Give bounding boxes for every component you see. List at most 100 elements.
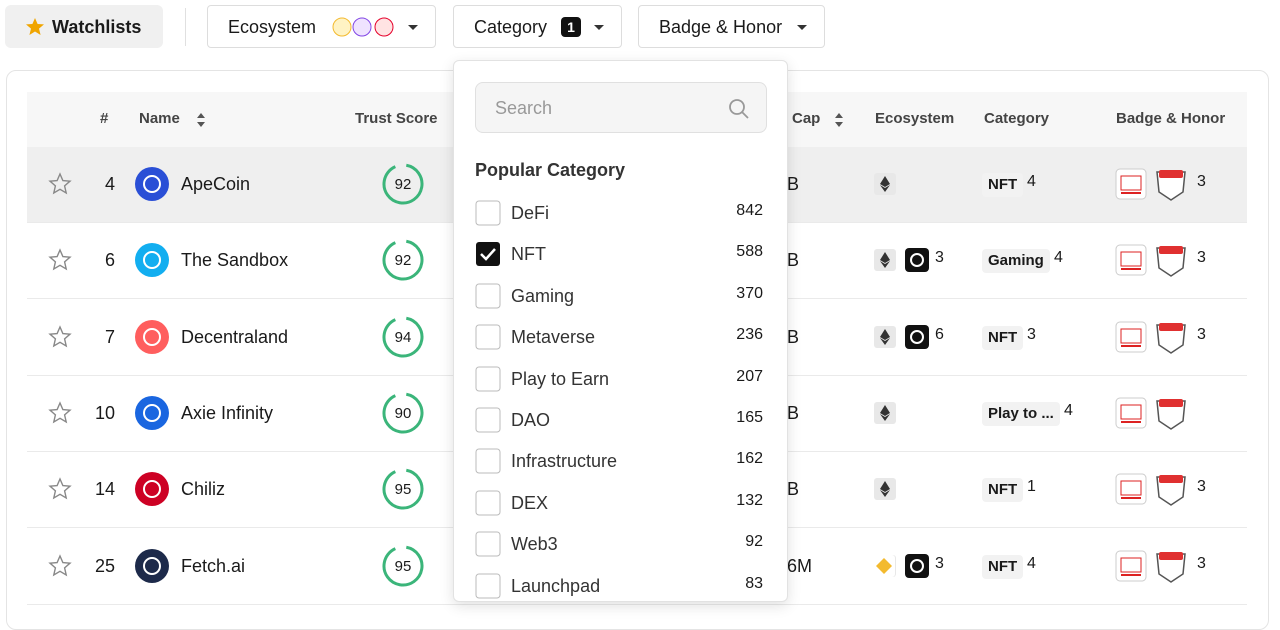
coin-name: Decentraland xyxy=(181,326,289,347)
coin-name: Fetch.ai xyxy=(181,555,246,576)
badge-count pill: 3 xyxy=(1197,478,1206,496)
option-count pill: 92 xyxy=(745,533,763,551)
rank: 10 xyxy=(94,402,115,423)
category-option[interactable]: DAO 165 xyxy=(454,405,787,435)
option-count pill: 370 xyxy=(736,284,763,302)
column-header: Name xyxy=(139,110,180,127)
badge-chart xyxy=(1115,397,1147,429)
category-option[interactable]: DEX 132 xyxy=(454,488,787,518)
category-tag: NFT xyxy=(982,478,1024,503)
ecosystem-count pill: 3 xyxy=(935,249,944,267)
star-toggle xyxy=(48,172,72,195)
column-header: Category xyxy=(984,110,1050,127)
watchlists-button[interactable]: Watchlists xyxy=(5,5,163,48)
trust-ring xyxy=(382,545,424,586)
category-tag: NFT xyxy=(982,173,1024,197)
badge-top xyxy=(1156,475,1186,507)
option-label: DEX xyxy=(511,492,549,513)
category-option[interactable]: Infrastructure 162 xyxy=(454,446,787,476)
filter-label: Category xyxy=(474,17,548,37)
filter-label: Ecosystem xyxy=(228,17,317,37)
category-tag: Gaming xyxy=(982,249,1050,274)
trust-score: 95 xyxy=(394,557,412,575)
trust-ring xyxy=(382,316,424,358)
coin-avatar xyxy=(135,395,169,430)
rank: 14 xyxy=(94,479,115,500)
search-icon xyxy=(729,99,749,119)
filter-button[interactable]: Ecosystem xyxy=(207,5,436,48)
category-option[interactable]: DeFi 842 xyxy=(454,198,787,228)
column-header: Badge & Honor xyxy=(1116,110,1226,127)
checkbox xyxy=(475,448,501,474)
sort-icon xyxy=(197,113,205,127)
coin-avatar xyxy=(135,319,169,354)
chevron xyxy=(797,25,807,30)
rank: 6 xyxy=(104,250,115,271)
option-count pill: 83 xyxy=(745,574,763,592)
option-count pill: 162 xyxy=(736,450,763,468)
category-option[interactable]: Web3 92 xyxy=(454,529,787,559)
table-row[interactable]: 25 Fetch.ai 95 6M 3 NFT 4 3 xyxy=(27,529,1247,605)
checkbox xyxy=(476,242,500,267)
badge-top xyxy=(1156,398,1186,430)
option-label: Play to Earn xyxy=(511,368,610,389)
checkbox xyxy=(475,324,501,350)
option-label: Gaming xyxy=(511,285,575,306)
coin-name: The Sandbox xyxy=(181,250,289,271)
category-option[interactable]: Metaverse 236 xyxy=(454,322,787,352)
chain-icon xyxy=(905,553,929,578)
badge-chart xyxy=(1115,473,1147,505)
section-heading: Popular Category xyxy=(475,160,626,180)
filter-button[interactable]: Category 1 xyxy=(453,5,622,48)
coin-avatar xyxy=(135,167,169,201)
eth-icon xyxy=(874,249,896,272)
rank: 4 xyxy=(104,174,115,194)
option-count pill: 842 xyxy=(736,202,763,219)
trust-score: 92 xyxy=(394,252,412,270)
category-tag: NFT xyxy=(982,325,1024,350)
search-input[interactable]: Search xyxy=(475,82,767,133)
column-header: Ecosystem xyxy=(875,110,955,127)
category-option[interactable]: Gaming 370 xyxy=(454,281,787,311)
screen: Watchlists Ecosystem Category 1 Badge & Hono… xyxy=(5,5,1269,630)
sort-icon xyxy=(835,113,843,127)
chevron xyxy=(594,25,604,30)
filter-button[interactable]: Badge & Honor xyxy=(638,5,825,48)
market-cap: B xyxy=(787,402,800,423)
badge-count pill: 3 xyxy=(1197,173,1206,190)
market-cap: B xyxy=(787,479,800,500)
trust-score: 95 xyxy=(394,481,412,499)
option-label: Infrastructure xyxy=(511,451,618,472)
coin-avatar xyxy=(135,548,169,583)
star-toggle xyxy=(48,553,72,576)
checkbox xyxy=(475,283,501,309)
trust-ring xyxy=(382,239,424,281)
badge-chart xyxy=(1115,321,1147,353)
ecosystem-count pill: 6 xyxy=(935,325,944,343)
badge-count pill: 3 xyxy=(1197,325,1206,343)
trust-score: 94 xyxy=(394,328,412,346)
trust-ring xyxy=(382,392,424,434)
column-header: Trust Score xyxy=(355,110,438,127)
option-label: NFT xyxy=(511,244,546,265)
option-count pill: 588 xyxy=(736,243,763,261)
category-count pill: 4 xyxy=(1027,173,1036,190)
filter-badge: 1 xyxy=(561,17,581,37)
coin-avatar xyxy=(135,243,169,278)
eth-icon xyxy=(874,478,896,501)
trust-score: 90 xyxy=(394,404,412,422)
category-count pill: 4 xyxy=(1054,249,1063,267)
chevron xyxy=(408,25,418,30)
eth-icon xyxy=(874,173,896,195)
category-option[interactable]: NFT 588 xyxy=(454,239,787,269)
star-icon xyxy=(26,18,44,35)
category-option[interactable]: Play to Earn 207 xyxy=(454,364,787,394)
category-tag: NFT xyxy=(982,554,1024,579)
badge-chart xyxy=(1115,550,1147,581)
option-count pill: 132 xyxy=(736,491,763,509)
ecosystem-icons xyxy=(332,17,394,37)
eth-icon xyxy=(874,325,896,348)
trust-score: 92 xyxy=(394,176,412,193)
badge-chart xyxy=(1115,168,1147,200)
category-option[interactable]: Launchpad 83 xyxy=(454,571,787,601)
